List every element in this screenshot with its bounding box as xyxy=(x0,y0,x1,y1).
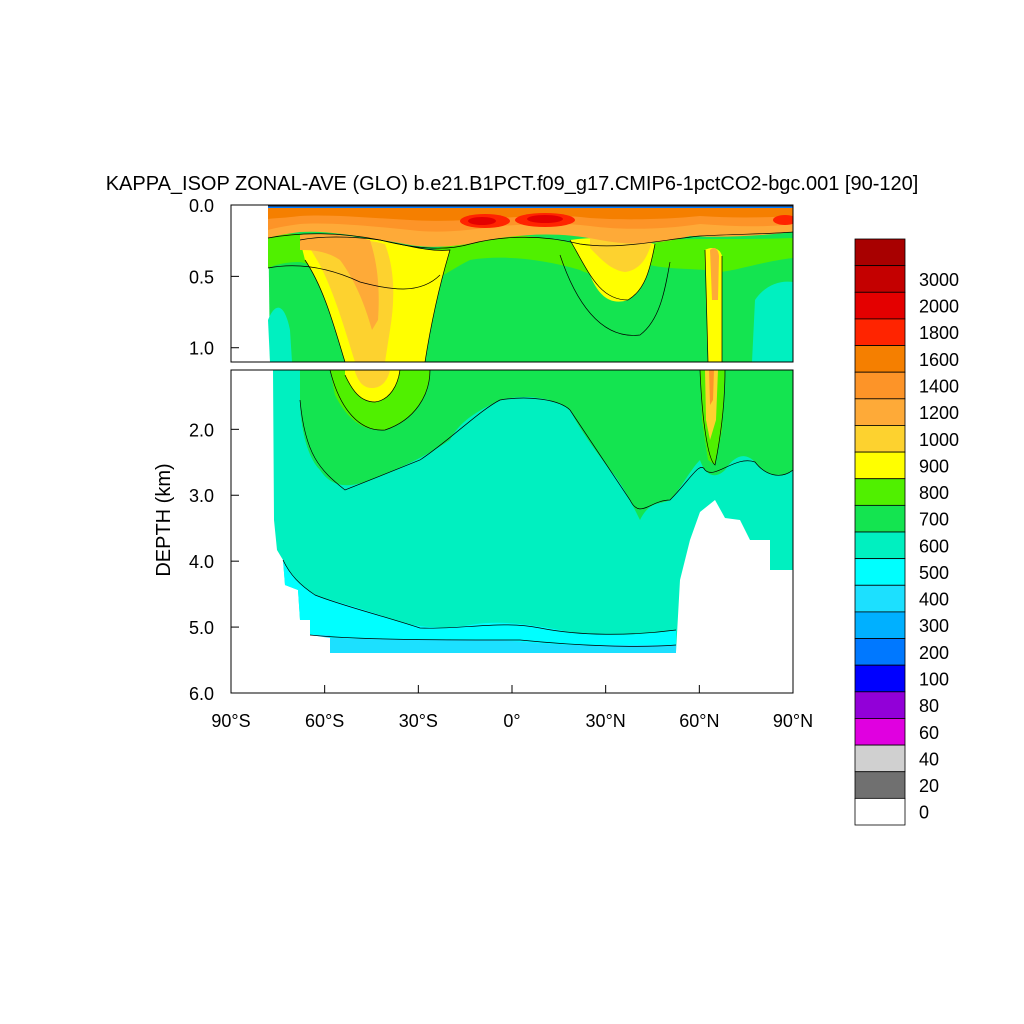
colorbar-label: 500 xyxy=(919,563,949,583)
x-tick-label: 90°S xyxy=(211,711,250,731)
lower-band-400 xyxy=(283,560,676,652)
colorbar-label: 600 xyxy=(919,536,949,556)
colorbar-label: 0 xyxy=(919,803,929,823)
colorbar-swatch xyxy=(854,451,906,480)
colorbar-swatch xyxy=(854,318,906,346)
colorbar-swatch xyxy=(854,771,906,799)
upper-lobe-900-right xyxy=(590,235,652,272)
upper-darkred-1 xyxy=(468,217,496,225)
colorbar-label: 60 xyxy=(919,723,939,743)
colorbar-label: 800 xyxy=(919,483,949,503)
colorbar-label: 1600 xyxy=(919,350,959,370)
y-tick-label-lower: 6.0 xyxy=(189,684,214,704)
y-axis-upper: 0.0 0.5 1.0 xyxy=(189,196,239,359)
colorbar-swatch xyxy=(854,797,906,826)
colorbar-swatch xyxy=(854,691,906,719)
chart-title: KAPPA_ISOP ZONAL-AVE (GLO) b.e21.B1PCT.f… xyxy=(106,173,919,195)
upper-lobe-1000-left xyxy=(300,233,379,330)
y-axis-title: DEPTH (km) xyxy=(153,463,175,576)
colorbar-label: 2000 xyxy=(919,297,959,317)
colorbar-label: 20 xyxy=(919,776,939,796)
lower-contours xyxy=(282,370,793,647)
x-tick-label: 30°N xyxy=(586,711,626,731)
colorbar-swatch xyxy=(854,718,906,746)
colorbar-swatch xyxy=(854,584,906,613)
upper-red-max-3 xyxy=(773,215,793,225)
upper-contours xyxy=(267,231,793,362)
upper-patch-500-left xyxy=(268,307,292,362)
x-axis: 90°S 60°S 30°S 0° 30°N 60°N 90°N xyxy=(211,685,813,731)
colorbar-swatch xyxy=(854,611,906,639)
colorbar-label: 1400 xyxy=(919,377,959,397)
colorbar-swatch xyxy=(854,425,906,453)
x-tick-label: 30°S xyxy=(399,711,438,731)
colorbar-label: 1800 xyxy=(919,323,959,343)
upper-surface-strip-dark xyxy=(268,205,793,207)
upper-panel-frame xyxy=(230,204,794,363)
colorbar-swatch xyxy=(854,744,906,773)
lower-bottom-300 xyxy=(330,645,676,653)
y-tick-label-lower: 2.0 xyxy=(189,420,214,440)
x-tick-label: 0° xyxy=(503,711,520,731)
colorbar-swatch xyxy=(854,371,906,400)
colorbar-swatch xyxy=(854,478,906,506)
y-tick-label-upper: 1.0 xyxy=(189,339,214,359)
colorbar-swatch xyxy=(854,398,906,426)
lower-field xyxy=(273,370,793,653)
colorbar-label: 700 xyxy=(919,510,949,530)
colorbar-label: 400 xyxy=(919,590,949,610)
colorbar-swatch xyxy=(854,531,906,560)
colorbar-label: 200 xyxy=(919,643,949,663)
colorbar-swatch xyxy=(854,265,906,293)
y-tick-label-upper: 0.5 xyxy=(189,267,214,287)
colorbar-swatch xyxy=(854,238,906,267)
colorbar-swatch xyxy=(854,291,906,320)
upper-darkred-2 xyxy=(527,215,563,223)
y-tick-label-lower: 4.0 xyxy=(189,552,214,572)
colorbar-label: 1200 xyxy=(919,403,959,423)
colorbar-swatch xyxy=(854,664,906,693)
upper-field xyxy=(267,205,793,362)
colorbar-label: 900 xyxy=(919,456,949,476)
x-tick-label: 60°S xyxy=(305,711,344,731)
colorbar-label: 100 xyxy=(919,670,949,690)
colorbar-label: 300 xyxy=(919,616,949,636)
lower-tongue-900-left xyxy=(355,370,390,388)
lower-column-1400-north xyxy=(709,370,714,405)
colorbar-label: 1000 xyxy=(919,430,959,450)
colorbar-swatch xyxy=(854,558,906,586)
y-axis-lower: 2.0 3.0 4.0 5.0 6.0 xyxy=(189,420,239,704)
upper-column-1000-north xyxy=(710,248,719,300)
y-tick-label-upper: 0.0 xyxy=(189,196,214,216)
colorbar-label: 3000 xyxy=(919,270,959,290)
y-tick-label-lower: 5.0 xyxy=(189,618,214,638)
lower-panel xyxy=(230,369,794,694)
x-tick-label: 90°N xyxy=(773,711,813,731)
upper-panel xyxy=(230,204,794,363)
x-tick-label: 60°N xyxy=(679,711,719,731)
y-tick-label-lower: 3.0 xyxy=(189,486,214,506)
lower-region-600 xyxy=(300,370,793,520)
upper-band-1600 xyxy=(268,206,793,221)
colorbar: 3000200018001600140012001000900800700600… xyxy=(854,238,959,826)
colorbar-swatch xyxy=(854,504,906,533)
colorbar-label: 80 xyxy=(919,696,939,716)
colorbar-swatch xyxy=(854,638,906,666)
lower-column-900-north xyxy=(705,370,718,440)
colorbar-swatch xyxy=(854,345,906,373)
colorbar-label: 40 xyxy=(919,749,939,769)
upper-patch-500-right xyxy=(752,281,793,362)
